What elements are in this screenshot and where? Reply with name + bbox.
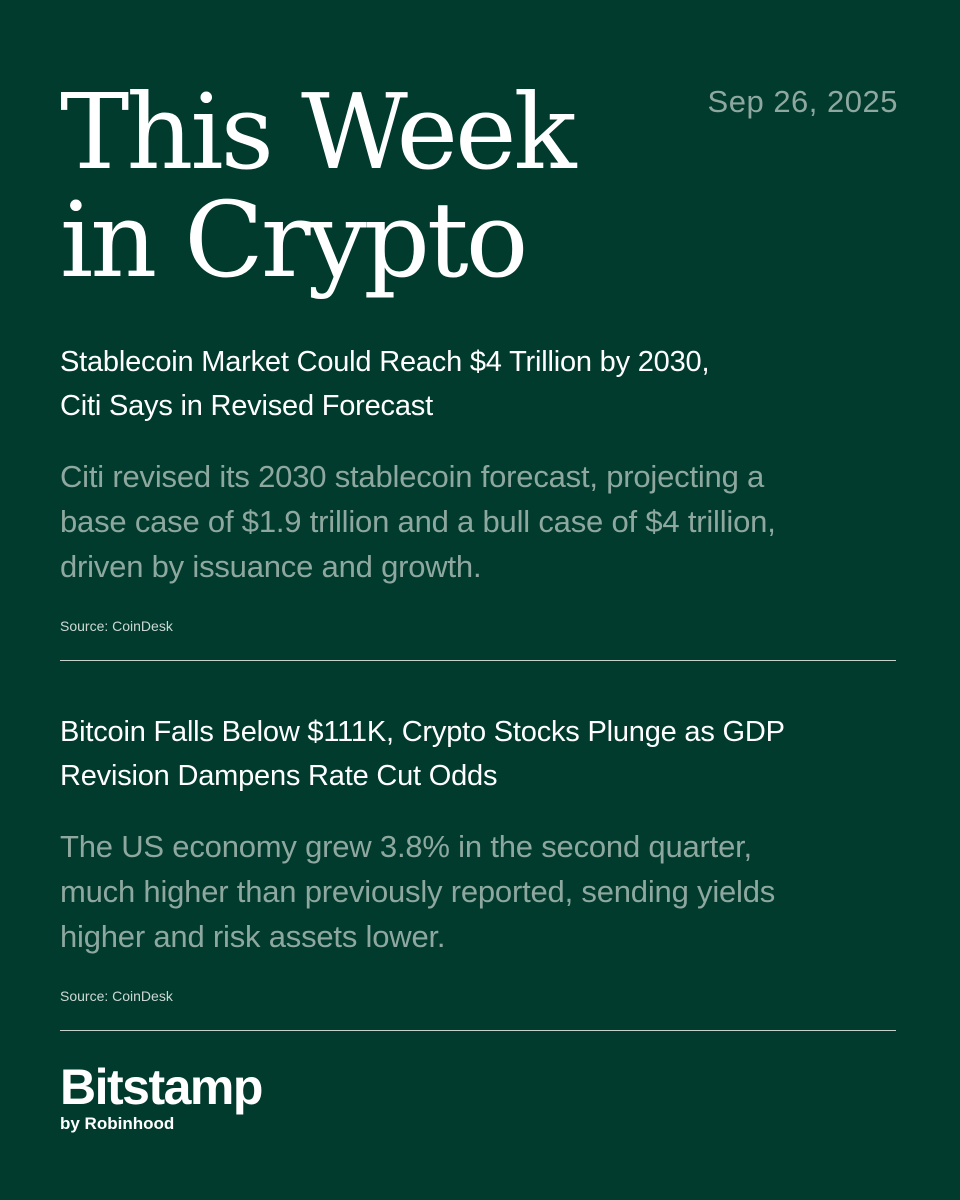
brand-name: Bitstamp <box>60 1059 263 1115</box>
article-summary: Citi revised its 2030 stablecoin forecas… <box>60 454 900 589</box>
headline-line-2: Revision Dampens Rate Cut Odds <box>60 760 498 792</box>
headline-line-1: Bitcoin Falls Below $111K, Crypto Stocks… <box>60 716 785 748</box>
publish-date: Sep 26, 2025 <box>707 84 898 119</box>
summary-line-2: much higher than previously reported, se… <box>60 874 776 909</box>
article-stablecoin: Stablecoin Market Could Reach $4 Trillio… <box>60 340 900 635</box>
headline-line-1: Stablecoin Market Could Reach $4 Trillio… <box>60 346 710 378</box>
brand-tagline: by Robinhood <box>60 1114 175 1133</box>
divider <box>60 660 896 661</box>
article-headline: Stablecoin Market Could Reach $4 Trillio… <box>60 340 900 428</box>
summary-line-2: base case of $1.9 trillion and a bull ca… <box>60 504 776 539</box>
title-line-1: This Week <box>60 71 577 193</box>
article-source: Source: CoinDesk <box>60 618 173 634</box>
title-line-2: in Crypto <box>60 179 528 301</box>
article-source: Source: CoinDesk <box>60 988 173 1004</box>
headline-line-2: Citi Says in Revised Forecast <box>60 390 433 422</box>
divider <box>60 1030 896 1031</box>
article-summary: The US economy grew 3.8% in the second q… <box>60 824 900 959</box>
summary-line-3: driven by issuance and growth. <box>60 549 482 584</box>
summary-line-3: higher and risk assets lower. <box>60 919 446 954</box>
summary-line-1: The US economy grew 3.8% in the second q… <box>60 829 752 864</box>
summary-line-1: Citi revised its 2030 stablecoin forecas… <box>60 459 765 494</box>
brand-logo: Bitstamp by Robinhood <box>60 1058 263 1134</box>
article-bitcoin: Bitcoin Falls Below $111K, Crypto Stocks… <box>60 710 900 1005</box>
page-title: This Week in Crypto <box>60 71 577 301</box>
article-headline: Bitcoin Falls Below $111K, Crypto Stocks… <box>60 710 900 798</box>
